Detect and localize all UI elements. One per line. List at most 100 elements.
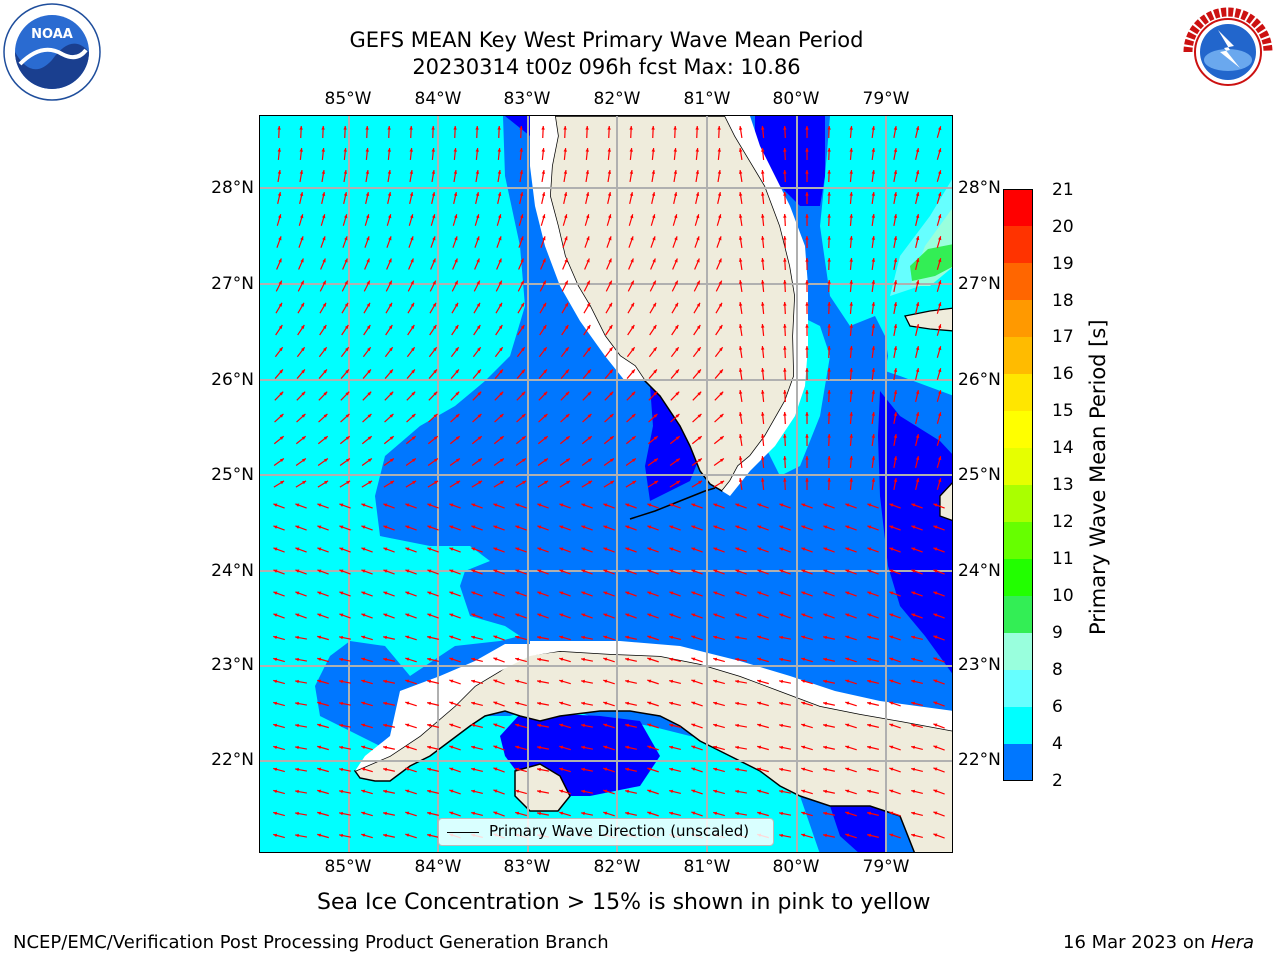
- wave-direction-arrow: [474, 258, 480, 270]
- wave-direction-arrow: [427, 767, 439, 772]
- wave-direction-arrow: [871, 279, 876, 293]
- wave-direction-arrow: [911, 789, 923, 795]
- wave-direction-arrow: [648, 391, 658, 401]
- colorbar-swatch: [1003, 744, 1033, 782]
- wave-direction-arrow: [515, 591, 527, 597]
- wave-direction-arrow: [936, 148, 942, 160]
- map-legend: Primary Wave Direction (unscaled): [438, 818, 774, 846]
- wave-direction-arrow: [871, 169, 876, 183]
- wave-direction-arrow: [408, 214, 414, 226]
- wave-direction-arrow: [626, 369, 636, 379]
- wave-direction-arrow: [649, 302, 657, 314]
- wave-direction-arrow: [669, 569, 681, 575]
- wave-direction-arrow: [603, 767, 615, 773]
- wave-direction-arrow: [625, 569, 637, 575]
- wave-direction-arrow: [383, 480, 395, 488]
- wave-direction-arrow: [273, 679, 285, 685]
- wave-direction-arrow: [317, 789, 329, 795]
- wave-direction-arrow: [606, 236, 612, 248]
- wave-direction-arrow: [871, 257, 876, 271]
- wave-direction-arrow: [761, 147, 765, 161]
- wave-direction-arrow: [339, 547, 351, 553]
- wave-direction-arrow: [779, 525, 791, 531]
- wave-direction-arrow: [647, 811, 659, 817]
- wave-direction-arrow: [581, 480, 593, 488]
- wave-direction-arrow: [805, 213, 809, 227]
- wave-direction-arrow: [471, 569, 483, 575]
- wave-direction-arrow: [451, 280, 459, 292]
- wave-direction-arrow: [342, 236, 348, 248]
- wave-direction-arrow: [647, 547, 659, 553]
- wave-direction-arrow: [823, 833, 835, 838]
- wave-direction-arrow: [295, 435, 307, 445]
- wave-direction-arrow: [559, 435, 571, 445]
- wave-direction-arrow: [427, 458, 439, 466]
- wave-direction-arrow: [449, 701, 461, 707]
- wave-direction-arrow: [540, 214, 546, 226]
- wave-direction-arrow: [893, 191, 898, 205]
- wave-direction-arrow: [717, 147, 721, 161]
- wave-direction-arrow: [471, 591, 483, 597]
- wave-direction-arrow: [849, 125, 853, 139]
- wave-direction-arrow: [338, 723, 352, 728]
- wave-direction-arrow: [537, 525, 549, 531]
- wave-direction-arrow: [714, 413, 724, 423]
- wave-direction-arrow: [559, 657, 571, 663]
- wave-direction-arrow: [536, 679, 550, 684]
- wave-direction-arrow: [516, 346, 526, 358]
- lat-label-left: 24°N: [211, 561, 254, 581]
- wave-direction-arrow: [273, 503, 285, 509]
- wave-direction-arrow: [738, 125, 743, 139]
- wave-direction-arrow: [321, 192, 326, 204]
- wave-direction-arrow: [801, 745, 813, 751]
- wave-direction-arrow: [735, 569, 747, 575]
- wave-direction-arrow: [319, 324, 327, 336]
- wave-direction-arrow: [295, 547, 307, 553]
- wave-direction-arrow: [559, 723, 571, 729]
- wave-direction-arrow: [603, 745, 615, 751]
- wave-direction-arrow: [405, 480, 417, 488]
- wave-direction-arrow: [431, 125, 435, 139]
- wave-direction-arrow: [321, 169, 326, 183]
- wave-direction-arrow: [757, 547, 769, 553]
- wave-direction-arrow: [933, 503, 945, 509]
- wave-direction-arrow: [801, 701, 813, 707]
- wave-direction-arrow: [361, 833, 373, 839]
- wave-direction-arrow: [915, 456, 920, 468]
- wave-direction-arrow: [911, 525, 923, 531]
- wave-direction-arrow: [915, 126, 920, 138]
- wave-direction-arrow: [607, 125, 611, 139]
- wave-direction-arrow: [691, 435, 703, 445]
- wave-direction-arrow: [648, 369, 658, 379]
- wave-direction-arrow: [559, 701, 571, 707]
- colorbar-tick-label: 12: [1052, 512, 1074, 532]
- wave-direction-arrow: [849, 191, 853, 205]
- wave-direction-arrow: [738, 169, 743, 183]
- wave-direction-arrow: [933, 613, 945, 619]
- wave-direction-arrow: [757, 657, 769, 663]
- wave-direction-arrow: [450, 413, 460, 423]
- wave-direction-arrow: [387, 169, 392, 183]
- wave-direction-arrow: [295, 525, 307, 531]
- wave-direction-arrow: [430, 214, 436, 226]
- wave-direction-arrow: [361, 525, 373, 531]
- lat-label-right: 28°N: [958, 178, 1001, 198]
- lat-label-left: 26°N: [211, 370, 254, 390]
- wave-direction-arrow: [341, 302, 349, 314]
- wave-direction-arrow: [669, 811, 681, 817]
- wave-direction-arrow: [669, 435, 681, 445]
- wave-direction-arrow: [317, 745, 329, 751]
- lon-label-top: 79°W: [862, 89, 910, 109]
- wave-direction-arrow: [516, 413, 526, 423]
- wave-direction-arrow: [889, 745, 901, 751]
- wave-direction-arrow: [294, 767, 308, 772]
- wave-direction-arrow: [496, 214, 502, 226]
- wave-direction-arrow: [405, 635, 417, 641]
- wave-direction-arrow: [493, 503, 505, 509]
- wave-direction-arrow: [717, 192, 722, 204]
- wave-direction-arrow: [669, 789, 681, 795]
- wave-direction-arrow: [845, 635, 857, 641]
- wave-direction-arrow: [691, 811, 703, 817]
- coastal-mask: [355, 644, 530, 771]
- wave-direction-arrow: [628, 236, 634, 248]
